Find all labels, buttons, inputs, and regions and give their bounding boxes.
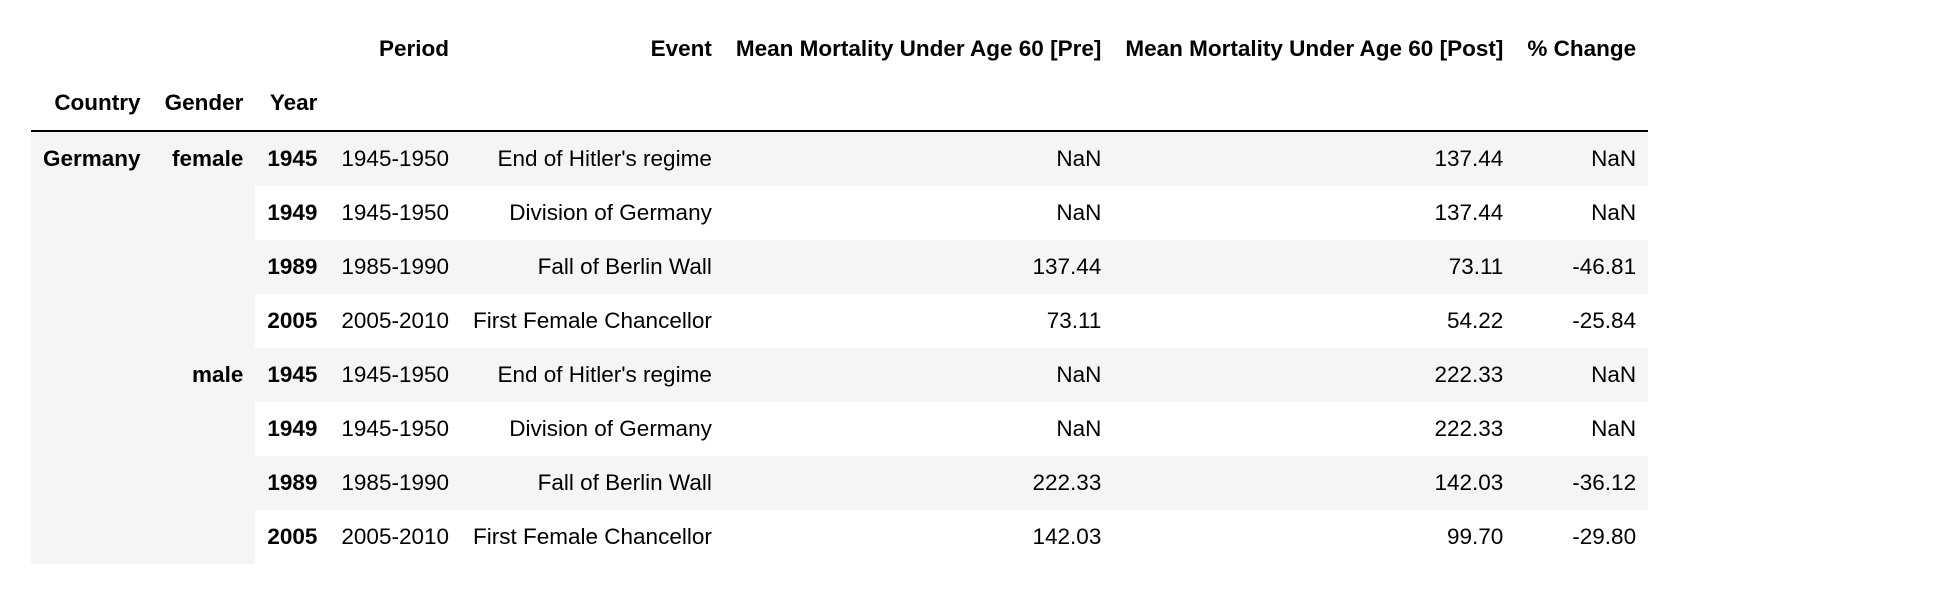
cell-post: 99.70 [1447,524,1504,549]
mortality-table: Period Event Mean Mortality Under Age 60… [31,22,1649,564]
cell-post: 222.33 [1434,362,1504,387]
cell-event: Fall of Berlin Wall [537,254,712,279]
index-year: 1945 [267,146,318,171]
cell-pre: NaN [1056,200,1102,225]
table-row: 1949 1945-1950 Division of Germany NaN 2… [31,402,1649,456]
table-row: male 1945 1945-1950 End of Hitler's regi… [31,348,1649,564]
cell-change: NaN [1591,200,1637,225]
cell-event: Fall of Berlin Wall [537,470,712,495]
cell-post: 137.44 [1434,200,1504,225]
column-header-change: % Change [1527,36,1637,61]
cell-period: 1945-1950 [341,146,450,171]
cell-pre: 142.03 [1032,524,1102,549]
cell-period: 1945-1950 [341,416,450,441]
index-gender: male [152,348,256,564]
index-year: 1945 [267,362,318,387]
cell-pre: 222.33 [1032,470,1102,495]
index-name-year: Year [255,76,330,132]
cell-post: 73.11 [1448,254,1504,279]
header-blank-cell [329,76,462,132]
header-blank-cell [152,22,256,76]
table-body: Germany female 1945 1945-1950 End of Hit… [31,131,1649,564]
cell-event: First Female Chancellor [473,308,712,333]
index-year: 2005 [267,524,318,549]
index-year: 1949 [267,200,318,225]
column-header-post: Mean Mortality Under Age 60 [Post] [1125,36,1504,61]
header-blank-cell [1515,76,1649,132]
table-row: 1989 1985-1990 Fall of Berlin Wall 137.4… [31,240,1649,294]
cell-post: 54.22 [1447,308,1504,333]
header-blank-cell [461,76,724,132]
cell-change: -25.84 [1572,308,1637,333]
cell-change: -46.81 [1572,254,1637,279]
header-blank-cell [1113,76,1516,132]
table-header: Period Event Mean Mortality Under Age 60… [31,22,1649,132]
cell-event: First Female Chancellor [473,524,712,549]
column-header-pre: Mean Mortality Under Age 60 [Pre] [735,36,1102,61]
cell-pre: NaN [1056,146,1102,171]
cell-change: NaN [1591,146,1637,171]
dataframe-output: Period Event Mean Mortality Under Age 60… [31,22,1649,564]
cell-period: 1945-1950 [341,200,450,225]
column-header-row: Period Event Mean Mortality Under Age 60… [31,22,1648,76]
cell-post: 137.44 [1434,146,1504,171]
cell-period: 2005-2010 [341,308,450,333]
cell-change: -29.80 [1572,524,1637,549]
cell-period: 1985-1990 [341,254,450,279]
index-year: 1949 [267,416,318,441]
cell-event: Division of Germany [509,416,712,441]
cell-event: Division of Germany [509,200,712,225]
column-header-period: Period [378,36,450,61]
cell-change: NaN [1591,362,1637,387]
header-blank-cell [255,22,330,76]
cell-period: 1985-1990 [341,470,450,495]
cell-post: 222.33 [1434,416,1504,441]
column-header-event: Event [650,36,712,61]
cell-pre: 137.44 [1032,254,1102,279]
header-blank-cell [723,76,1114,132]
index-year: 1989 [267,470,318,495]
cell-period: 1945-1950 [341,362,450,387]
cell-pre: NaN [1056,362,1102,387]
cell-pre: NaN [1056,416,1102,441]
index-name-gender: Gender [152,76,256,132]
index-names-row: Country Gender Year [31,76,1649,132]
index-country: Germany [31,131,153,564]
cell-pre: 73.11 [1046,308,1102,333]
cell-change: NaN [1591,416,1637,441]
table-row: 1949 1945-1950 Division of Germany NaN 1… [31,186,1649,240]
index-name-country: Country [31,76,153,132]
cell-change: -36.12 [1572,470,1637,495]
cell-post: 142.03 [1434,470,1504,495]
index-gender: female [152,131,256,348]
cell-event: End of Hitler's regime [497,146,712,171]
table-row: 2005 2005-2010 First Female Chancellor 1… [31,510,1649,564]
header-blank-cell [31,22,153,76]
cell-event: End of Hitler's regime [497,362,712,387]
table-row: 1989 1985-1990 Fall of Berlin Wall 222.3… [31,456,1649,510]
table-row: Germany female 1945 1945-1950 End of Hit… [31,131,1649,564]
index-year: 1989 [267,254,318,279]
table-row: 2005 2005-2010 First Female Chancellor 7… [31,294,1649,348]
cell-period: 2005-2010 [341,524,450,549]
index-year: 2005 [267,308,318,333]
